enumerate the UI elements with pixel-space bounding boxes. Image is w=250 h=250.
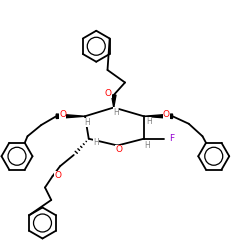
Text: O: O [54, 171, 62, 180]
Text: H: H [146, 117, 152, 126]
Text: O: O [105, 89, 112, 98]
Text: H: H [144, 141, 150, 150]
Text: H: H [94, 138, 99, 147]
Text: O: O [59, 110, 66, 119]
Text: H: H [114, 108, 119, 116]
Polygon shape [144, 114, 172, 118]
Text: O: O [163, 110, 170, 119]
Text: F: F [169, 134, 174, 143]
Text: H: H [84, 118, 90, 127]
Polygon shape [56, 114, 85, 118]
Polygon shape [112, 95, 116, 108]
Text: O: O [115, 146, 122, 154]
